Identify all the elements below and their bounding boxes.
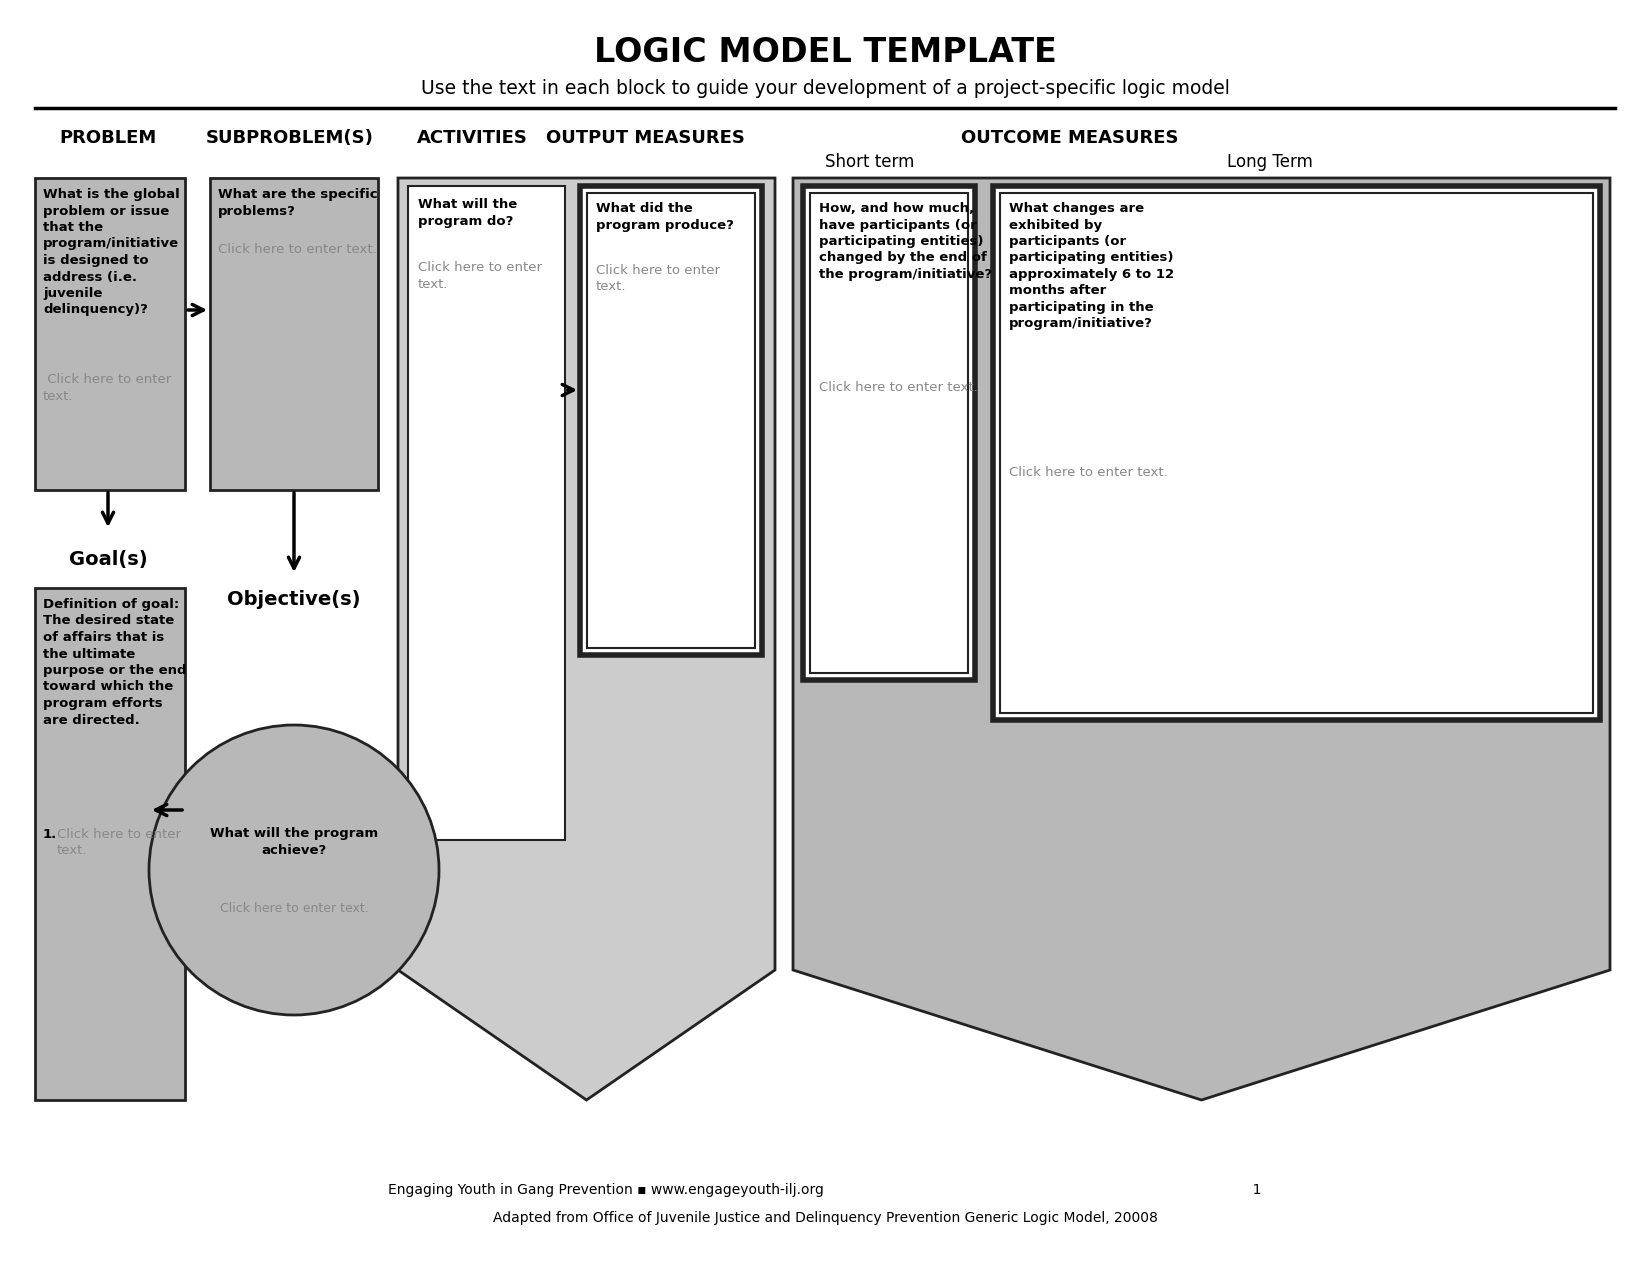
FancyBboxPatch shape <box>810 193 969 673</box>
Text: Definition of goal:
The desired state
of affairs that is
the ultimate
purpose or: Definition of goal: The desired state of… <box>43 598 186 727</box>
FancyBboxPatch shape <box>1000 193 1592 713</box>
FancyBboxPatch shape <box>35 179 185 490</box>
Text: Click here to enter text.: Click here to enter text. <box>218 244 376 256</box>
Text: LOGIC MODEL TEMPLATE: LOGIC MODEL TEMPLATE <box>594 36 1056 69</box>
Text: Click here to enter text.: Click here to enter text. <box>818 381 978 394</box>
Polygon shape <box>398 179 776 1100</box>
FancyBboxPatch shape <box>408 186 564 840</box>
Text: What will the program
achieve?: What will the program achieve? <box>210 827 378 857</box>
Text: Click here to enter
text.: Click here to enter text. <box>58 827 182 858</box>
Text: Adapted from Office of Juvenile Justice and Delinquency Prevention Generic Logic: Adapted from Office of Juvenile Justice … <box>493 1211 1157 1225</box>
Text: SUBPROBLEM(S): SUBPROBLEM(S) <box>206 129 375 147</box>
Text: Use the text in each block to guide your development of a project-specific logic: Use the text in each block to guide your… <box>421 79 1229 97</box>
Text: What did the
program produce?: What did the program produce? <box>596 201 734 232</box>
Text: What is the global
problem or issue
that the
program/initiative
is designed to
a: What is the global problem or issue that… <box>43 187 180 316</box>
Circle shape <box>148 725 439 1015</box>
Text: What changes are
exhibited by
participants (or
participating entities)
approxima: What changes are exhibited by participan… <box>1010 201 1175 330</box>
Text: What will the
program do?: What will the program do? <box>417 198 516 227</box>
Text: OUTCOME MEASURES: OUTCOME MEASURES <box>962 129 1178 147</box>
Text: Click here to enter text.: Click here to enter text. <box>219 901 368 914</box>
Text: Click here to enter
text.: Click here to enter text. <box>596 264 719 293</box>
Text: Long Term: Long Term <box>1228 153 1313 171</box>
Text: PROBLEM: PROBLEM <box>59 129 157 147</box>
Text: How, and how much,
have participants (or
participating entities)
changed by the : How, and how much, have participants (or… <box>818 201 992 280</box>
Text: Short term: Short term <box>825 153 914 171</box>
Text: Click here to enter
text.: Click here to enter text. <box>417 261 541 291</box>
Text: Objective(s): Objective(s) <box>228 590 361 609</box>
FancyBboxPatch shape <box>210 179 378 490</box>
Text: What are the specific
problems?: What are the specific problems? <box>218 187 378 218</box>
FancyBboxPatch shape <box>587 193 756 648</box>
Text: Click here to enter text.: Click here to enter text. <box>1010 465 1168 479</box>
Text: Engaging Youth in Gang Prevention ▪ www.engageyouth-ilj.org                     : Engaging Youth in Gang Prevention ▪ www.… <box>388 1183 1262 1197</box>
Polygon shape <box>794 179 1610 1100</box>
Text: Click here to enter
text.: Click here to enter text. <box>43 374 172 403</box>
Text: Goal(s): Goal(s) <box>69 550 147 569</box>
Text: ACTIVITIES: ACTIVITIES <box>416 129 528 147</box>
FancyBboxPatch shape <box>581 186 762 655</box>
FancyBboxPatch shape <box>35 588 185 1100</box>
FancyBboxPatch shape <box>804 186 975 680</box>
Text: 1.: 1. <box>43 827 58 842</box>
Text: OUTPUT MEASURES: OUTPUT MEASURES <box>546 129 744 147</box>
FancyBboxPatch shape <box>993 186 1600 720</box>
